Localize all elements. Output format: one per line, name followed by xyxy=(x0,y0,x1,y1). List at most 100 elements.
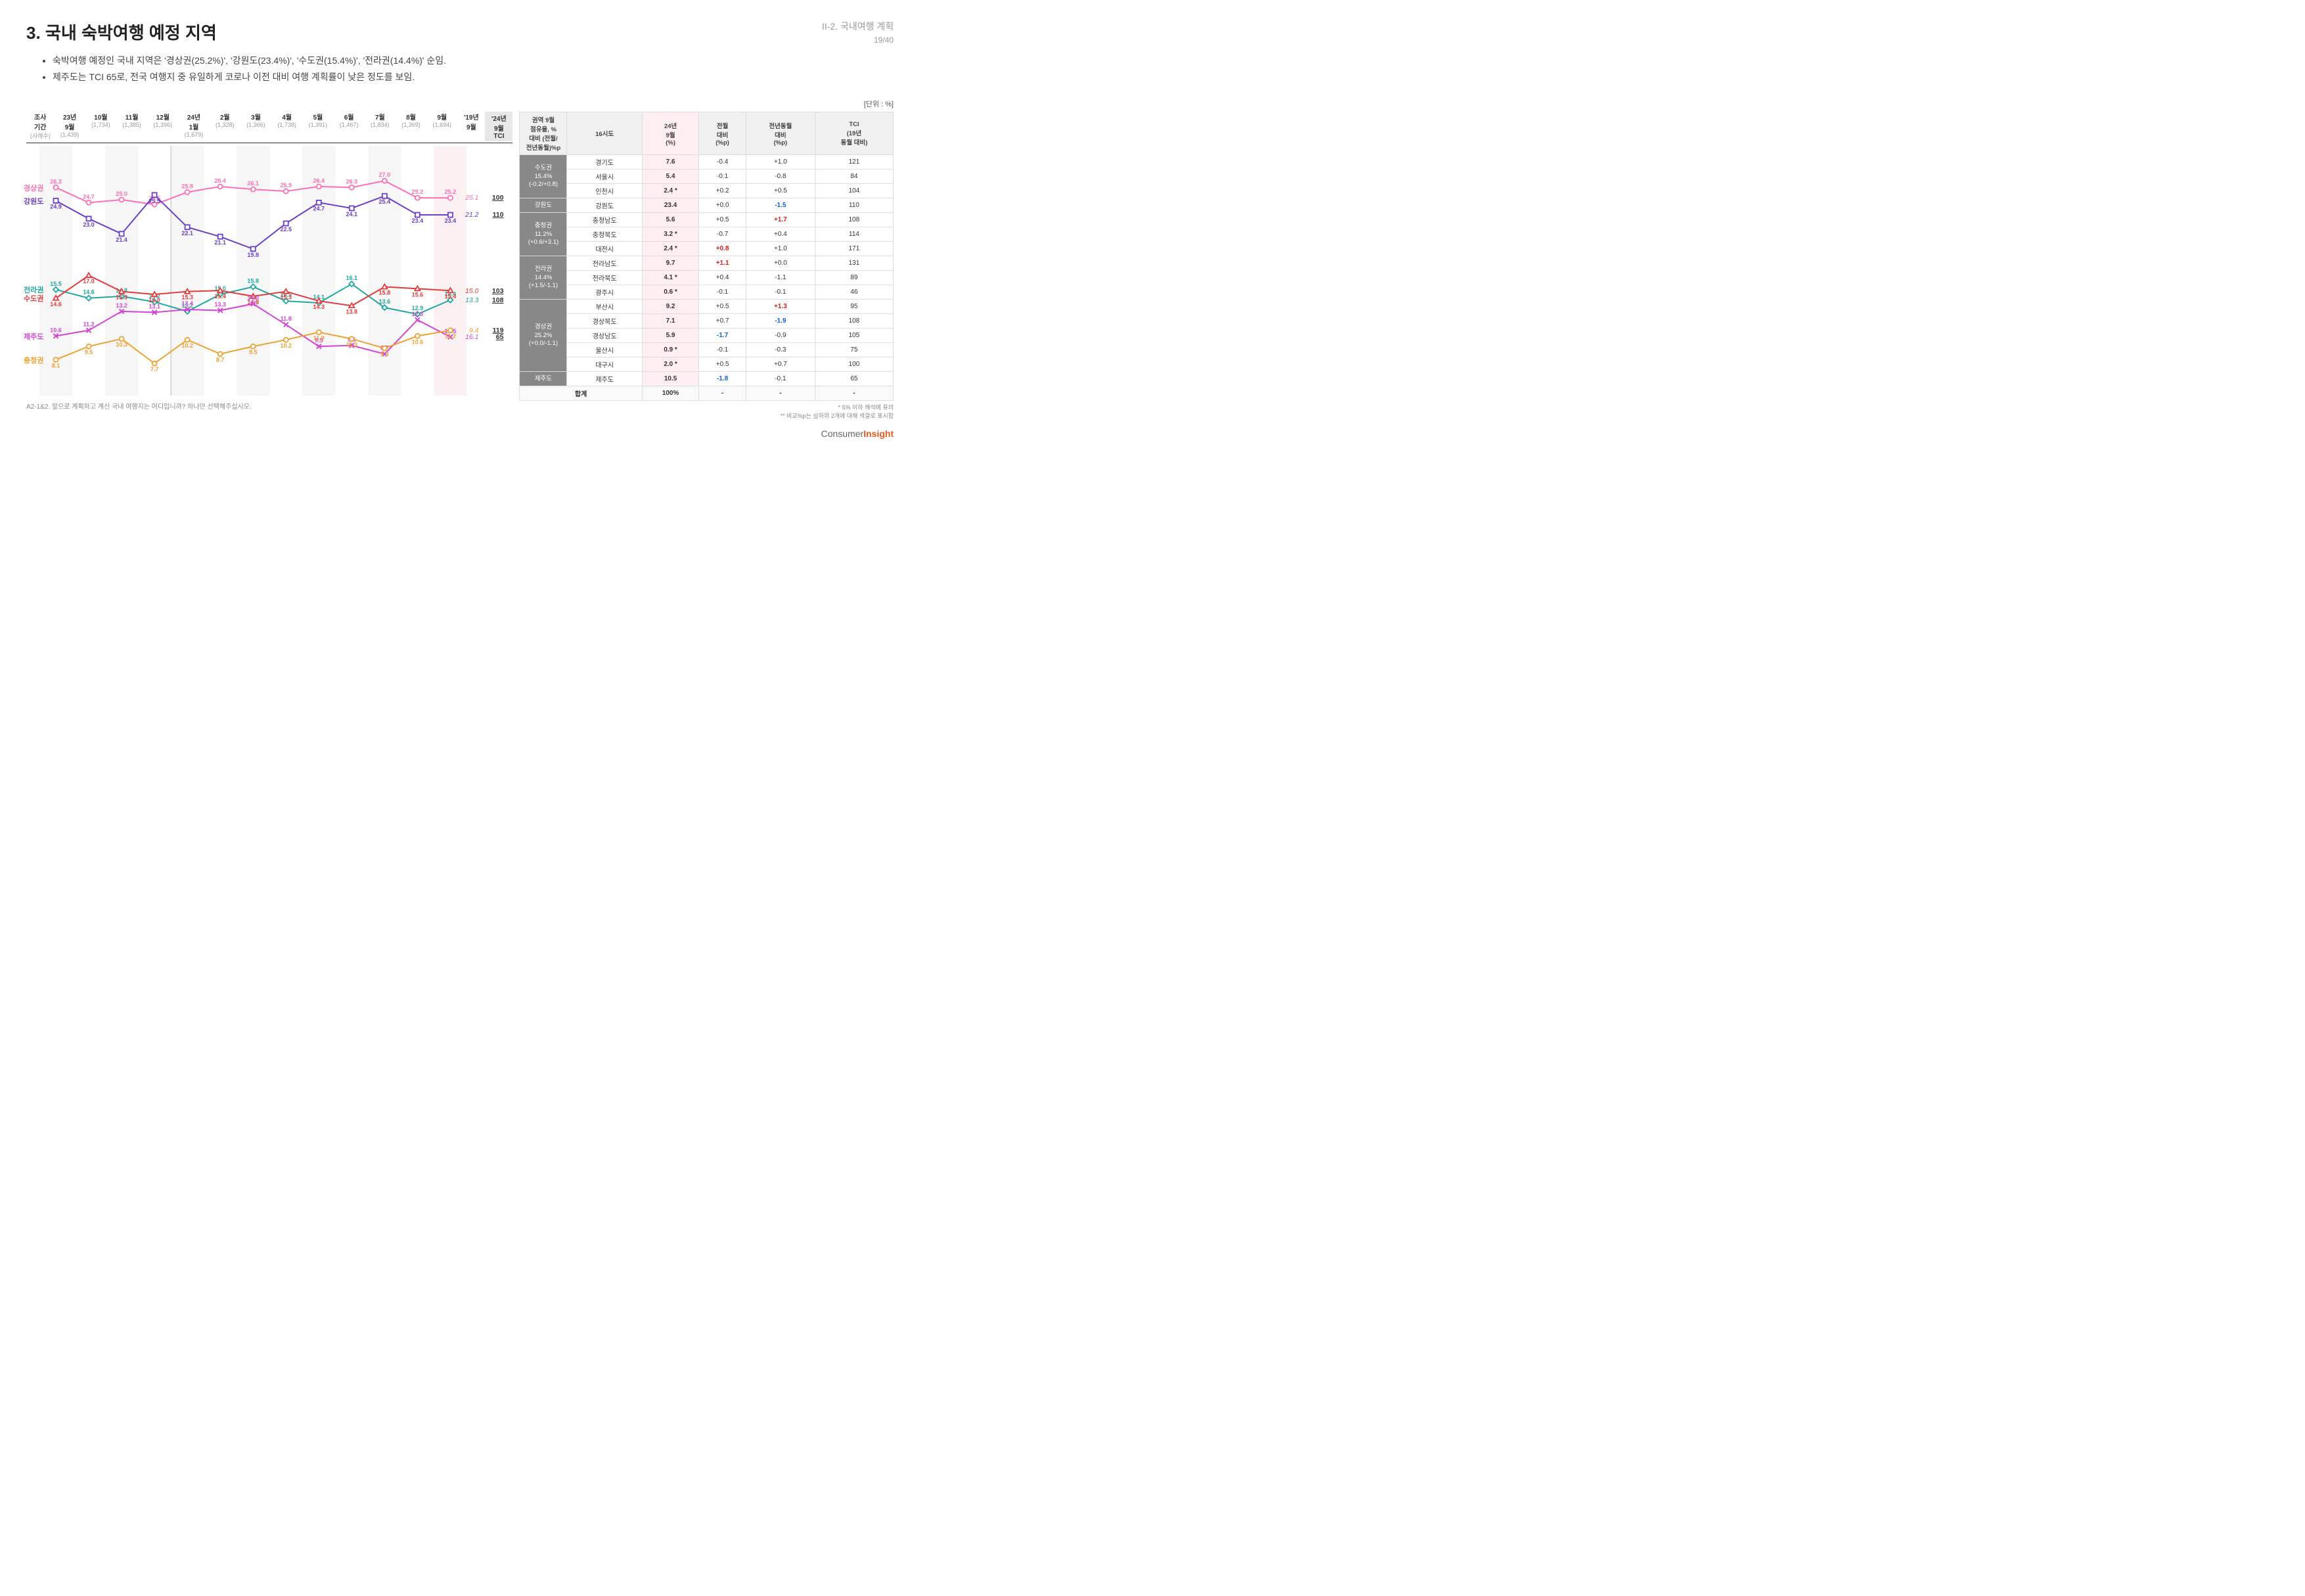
yoy-cell: +1.3 xyxy=(746,300,815,314)
tci-cell: 75 xyxy=(815,343,893,357)
mom-cell: +0.2 xyxy=(699,184,746,198)
table-row: 경상북도7.1+0.7-1.9108 xyxy=(520,314,894,329)
svg-text:10.2: 10.2 xyxy=(280,342,292,349)
sido-cell: 서울시 xyxy=(567,170,642,184)
svg-text:9.3: 9.3 xyxy=(380,351,389,357)
svg-text:13.2: 13.2 xyxy=(116,302,127,309)
chart-footnote: A2-1&2. 앞으로 계획하고 계신 국내 여행지는 어디입니까? 하나만 선… xyxy=(26,401,513,411)
yoy-cell: -0.1 xyxy=(746,285,815,300)
sido-cell: 경상남도 xyxy=(567,329,642,343)
svg-text:26.4: 26.4 xyxy=(214,177,226,184)
mom-cell: +0.5 xyxy=(699,300,746,314)
svg-text:24.7: 24.7 xyxy=(313,206,325,212)
yoy-cell: +1.7 xyxy=(746,213,815,227)
svg-text:14.6: 14.6 xyxy=(83,289,95,296)
table-row: 대전시2.4 *+0.8+1.0171 xyxy=(520,242,894,256)
sido-cell: 전라북도 xyxy=(567,271,642,285)
value-cell: 0.9 * xyxy=(642,343,698,357)
value-cell: 23.4 xyxy=(642,198,698,213)
brand-logo: ConsumerInsight xyxy=(26,428,894,439)
yoy-cell: +1.0 xyxy=(746,155,815,170)
table-row: 서울시5.4-0.1-0.884 xyxy=(520,170,894,184)
value-cell: 3.2 * xyxy=(642,227,698,242)
tci-cell: 65 xyxy=(815,372,893,386)
svg-text:15.8: 15.8 xyxy=(247,278,259,285)
table-row: 경상권25.2%(+0.0/-1.1)부산시9.2+0.5+1.395 xyxy=(520,300,894,314)
page-number: 19/40 xyxy=(822,35,894,45)
region-cell: 전라권14.4%(+1.5/-1.1) xyxy=(520,256,567,300)
yoy-cell: +0.0 xyxy=(746,256,815,271)
svg-text:13.4: 13.4 xyxy=(181,300,193,307)
data-table: 권역 9월 점유율, % 대비 (전월/ 전년동월)%p 16시도 24년 9월… xyxy=(519,112,894,401)
series-y19: 21.2 xyxy=(465,211,478,219)
value-cell: 9.7 xyxy=(642,256,698,271)
series-label: 강원도 xyxy=(24,196,43,206)
yoy-cell: -1.5 xyxy=(746,198,815,213)
yoy-cell: -0.8 xyxy=(746,170,815,184)
sido-cell: 울산시 xyxy=(567,343,642,357)
svg-text:14.3: 14.3 xyxy=(313,304,325,310)
svg-text:25.0: 25.0 xyxy=(116,191,127,197)
table-row: 충청권11.2%(+0.6/+3.1)충청남도5.6+0.5+1.7108 xyxy=(520,213,894,227)
yoy-cell: -1.1 xyxy=(746,271,815,285)
svg-text:24.7: 24.7 xyxy=(83,194,95,200)
mom-cell: +1.1 xyxy=(699,256,746,271)
region-cell: 경상권25.2%(+0.0/-1.1) xyxy=(520,300,567,372)
series-tci: 108 xyxy=(492,296,504,304)
mom-cell: +0.5 xyxy=(699,357,746,372)
yoy-cell: -0.9 xyxy=(746,329,815,343)
svg-text:8.1: 8.1 xyxy=(52,363,60,369)
region-cell: 강원도 xyxy=(520,198,567,213)
unit-label: [단위 : %] xyxy=(26,99,894,109)
svg-text:25.2: 25.2 xyxy=(412,189,424,195)
svg-text:17.0: 17.0 xyxy=(83,279,95,285)
tci-cell: 108 xyxy=(815,213,893,227)
tci-cell: 84 xyxy=(815,170,893,184)
svg-text:26.3: 26.3 xyxy=(50,179,62,185)
mom-cell: +0.0 xyxy=(699,198,746,213)
mom-cell: +0.4 xyxy=(699,271,746,285)
svg-text:23.4: 23.4 xyxy=(445,217,457,224)
yoy-cell: -0.1 xyxy=(746,372,815,386)
svg-text:11.2: 11.2 xyxy=(445,333,456,340)
svg-text:25.4: 25.4 xyxy=(379,199,391,206)
svg-text:13.6: 13.6 xyxy=(379,299,391,306)
tci-cell: 171 xyxy=(815,242,893,256)
value-cell: 4.1 * xyxy=(642,271,698,285)
svg-text:10.2: 10.2 xyxy=(181,342,193,349)
sido-cell: 부산시 xyxy=(567,300,642,314)
mom-cell: -0.4 xyxy=(699,155,746,170)
svg-text:25.8: 25.8 xyxy=(181,183,193,190)
svg-text:19.8: 19.8 xyxy=(247,252,259,258)
mom-cell: +0.5 xyxy=(699,213,746,227)
svg-text:25.9: 25.9 xyxy=(280,182,292,189)
svg-text:23.4: 23.4 xyxy=(412,217,424,224)
sido-cell: 충청남도 xyxy=(567,213,642,227)
series-tci: 103 xyxy=(492,287,504,295)
value-cell: 5.9 xyxy=(642,329,698,343)
svg-text:13.1: 13.1 xyxy=(148,304,160,310)
sido-cell: 충청북도 xyxy=(567,227,642,242)
svg-text:22.5: 22.5 xyxy=(280,226,292,233)
tci-cell: 46 xyxy=(815,285,893,300)
svg-text:27.0: 27.0 xyxy=(379,172,391,179)
sido-cell: 전라남도 xyxy=(567,256,642,271)
th-yoy: 전년동월 대비 (%p) xyxy=(746,112,815,155)
svg-text:12.3: 12.3 xyxy=(412,311,424,317)
series-label: 수도권 xyxy=(24,293,43,304)
svg-text:11.2: 11.2 xyxy=(83,321,95,328)
svg-text:15.4: 15.4 xyxy=(214,294,226,300)
table-row: 제주도제주도10.5-1.8-0.165 xyxy=(520,372,894,386)
value-cell: 9.2 xyxy=(642,300,698,314)
svg-text:26.4: 26.4 xyxy=(313,177,325,184)
svg-text:16.1: 16.1 xyxy=(346,275,358,282)
table-row: 충청북도3.2 *-0.7+0.4114 xyxy=(520,227,894,242)
mom-cell: -0.1 xyxy=(699,170,746,184)
svg-text:7.7: 7.7 xyxy=(150,366,159,373)
table-row: 대구시2.0 *+0.5+0.7100 xyxy=(520,357,894,372)
svg-text:23.0: 23.0 xyxy=(83,221,95,228)
th-sep24: 24년 9월 (%) xyxy=(642,112,698,155)
mom-cell: -1.8 xyxy=(699,372,746,386)
svg-text:25.5: 25.5 xyxy=(148,198,160,204)
value-cell: 5.4 xyxy=(642,170,698,184)
